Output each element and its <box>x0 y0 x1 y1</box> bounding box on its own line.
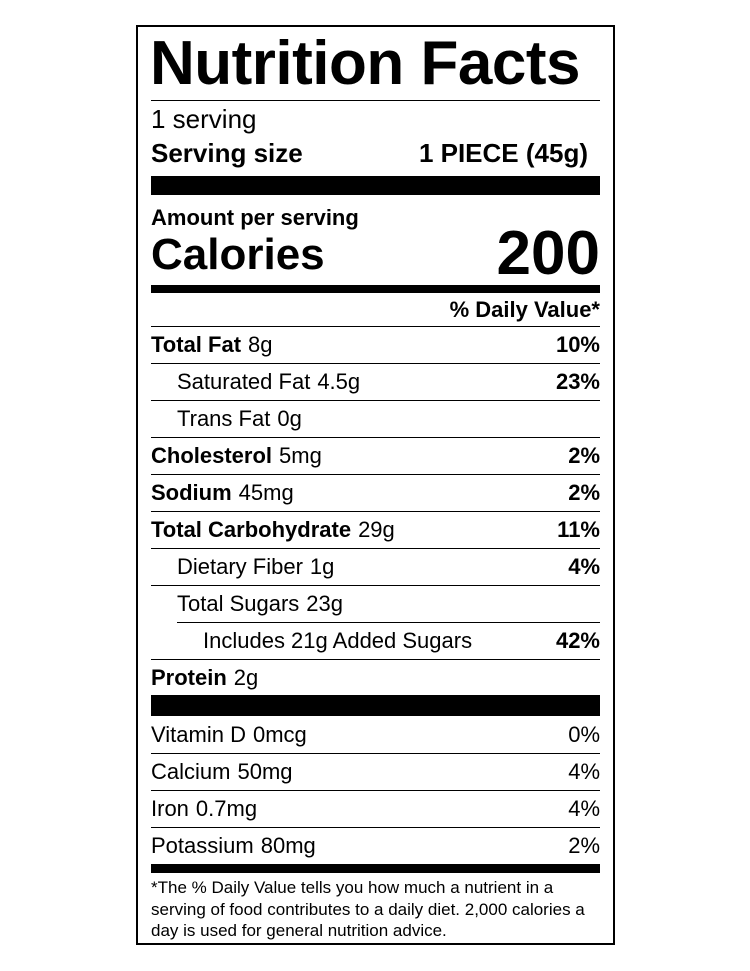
nutrient-amount: 5mg <box>279 443 322 468</box>
thick-bar <box>151 695 600 716</box>
footnote-line: *The % Daily Value tells you how much a … <box>151 878 554 897</box>
nutrient-row: Trans Fat 0g <box>151 400 600 437</box>
daily-value: 11% <box>557 517 600 542</box>
nutrient-name: Total Fat <box>151 331 242 357</box>
nutrient-amount: 45mg <box>238 480 294 505</box>
nutrient-amount: 23g <box>306 591 344 616</box>
nutrient-row: Cholesterol 5mg 2% <box>151 437 600 474</box>
daily-value: 2% <box>568 833 600 858</box>
daily-value-header: % Daily Value* <box>449 297 600 322</box>
nutrient-amount: 4.5g <box>317 369 361 394</box>
nutrient-row: Total Carbohydrate 29g 11% <box>151 511 600 548</box>
serving-size-label: Serving size <box>151 138 303 168</box>
nutrient-name: Total Sugars <box>177 591 300 616</box>
nutrient-amount: 0.7mg <box>195 796 258 821</box>
daily-value: 2% <box>568 480 600 505</box>
daily-value: 42% <box>555 628 600 653</box>
calories-label: Calories <box>151 230 325 279</box>
nutrient-name: Total Carbohydrate <box>151 517 352 542</box>
daily-value: 10% <box>555 331 600 357</box>
daily-value: 4% <box>568 796 600 821</box>
daily-value: 2% <box>568 443 600 468</box>
medium-bar <box>151 864 600 873</box>
title: Nutrition Facts <box>150 29 580 98</box>
nutrient-name: Cholesterol <box>151 443 273 468</box>
nutrient-name: Dietary Fiber <box>177 554 303 579</box>
nutrient-row: Protein 2g <box>151 659 600 696</box>
daily-value: 0% <box>568 721 600 747</box>
footnote: *The % Daily Value tells you how much a … <box>151 877 585 942</box>
nutrient-name: Trans Fat <box>177 406 271 431</box>
thick-bar <box>151 176 600 195</box>
footnote-line: serving of food contributes to a daily d… <box>151 899 585 919</box>
nutrient-row: Includes 21g Added Sugars 42% <box>177 622 600 659</box>
nutrient-row: Dietary Fiber 1g 4% <box>151 548 600 585</box>
nutrient-name: Protein <box>151 665 227 690</box>
servings: 1 serving <box>151 104 257 134</box>
nutrient-name: Vitamin D <box>151 721 246 747</box>
nutrient-amount: 80mg <box>260 833 316 858</box>
nutrient-row: Potassium 80mg 2% <box>151 827 600 864</box>
divider <box>151 100 600 101</box>
daily-value: 4% <box>568 554 600 579</box>
daily-value: 4% <box>568 759 600 784</box>
nutrient-amount: 1g <box>309 554 335 579</box>
nutrient-row: Total Sugars 23g <box>151 585 600 622</box>
nutrient-amount: 2g <box>233 665 259 690</box>
nutrient-name: Potassium <box>151 833 254 858</box>
nutrient-name: Saturated Fat <box>177 369 311 394</box>
nutrient-name: Iron <box>151 796 189 821</box>
footnote-line: day is used for general nutrition advice… <box>151 921 447 940</box>
nutrient-name: Calcium <box>151 759 231 784</box>
nutrient-row: Saturated Fat 4.5g 23% <box>151 363 600 400</box>
nutrient-row: Total Fat 8g 10% <box>151 326 600 363</box>
nutrient-row: Sodium 45mg 2% <box>151 474 600 511</box>
nutrient-amount: 8g <box>248 331 273 357</box>
nutrient-amount: 50mg <box>237 759 293 784</box>
amount-per-serving: Amount per serving <box>151 205 359 230</box>
calories-value: 200 <box>496 219 600 288</box>
nutrient-amount: 29g <box>358 517 395 542</box>
nutrient-name: Includes 21g Added Sugars <box>203 628 473 653</box>
serving-size-value: 1 PIECE (45g) <box>418 138 588 168</box>
nutrient-amount: 0g <box>277 406 302 431</box>
nutrient-row: Iron 0.7mg 4% <box>151 790 600 827</box>
nutrient-row: Vitamin D 0mcg 0% <box>151 716 600 753</box>
divider <box>151 326 600 327</box>
label-border <box>136 25 615 945</box>
daily-value: 23% <box>555 369 600 394</box>
medium-bar <box>151 285 600 293</box>
nutrient-row: Calcium 50mg 4% <box>151 753 600 790</box>
nutrient-amount: 0mcg <box>252 721 307 747</box>
nutrient-name: Sodium <box>151 480 232 505</box>
